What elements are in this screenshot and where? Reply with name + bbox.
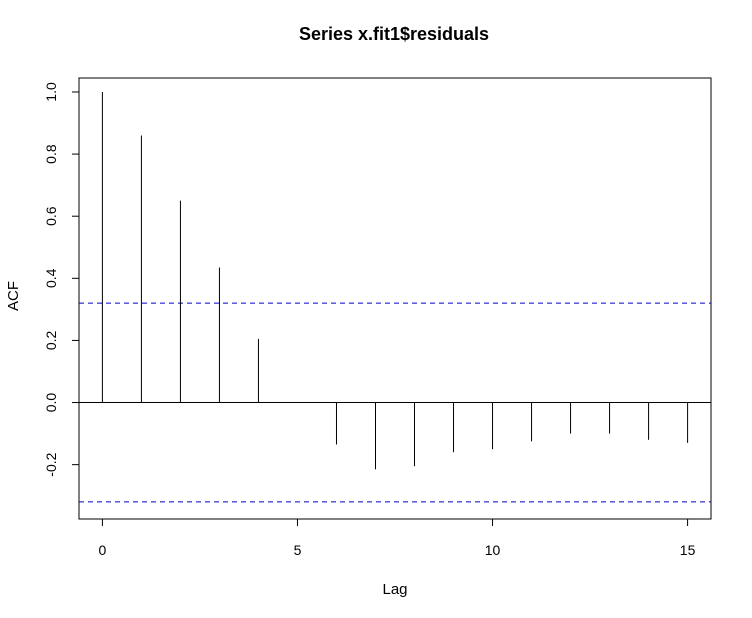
- x-axis-label: Lag: [382, 581, 407, 598]
- x-tick-label: 5: [294, 542, 302, 558]
- plot-frame: [78, 77, 712, 520]
- chart-title: Series x.fit1$residuals: [299, 24, 489, 44]
- x-tick-label: 10: [485, 542, 501, 558]
- x-axis: 0 5 10 15: [99, 518, 696, 558]
- confidence-bounds: [79, 302, 711, 503]
- x-tick-label: 0: [99, 542, 107, 558]
- y-tick-label: 0.0: [43, 393, 59, 413]
- y-tick-label: 0.6: [43, 206, 59, 226]
- x-tick-label: 15: [680, 542, 696, 558]
- y-tick-label: 0.4: [43, 268, 59, 288]
- y-tick-label: 1.0: [43, 82, 59, 102]
- y-tick-label: -0.2: [43, 452, 59, 476]
- acf-bars: [101, 91, 689, 470]
- y-tick-label: 0.2: [43, 330, 59, 350]
- y-tick-label: 0.8: [43, 144, 59, 164]
- y-axis: -0.2 0.0 0.2 0.4 0.6 0.8 1.0: [43, 82, 80, 477]
- y-axis-label: ACF: [5, 281, 22, 311]
